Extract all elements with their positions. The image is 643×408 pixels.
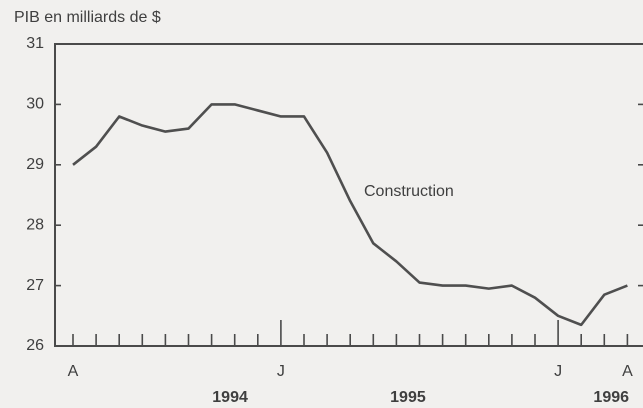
data-line	[72, 103, 628, 327]
x-tick-label: A	[68, 363, 79, 380]
y-tick-label: 28	[26, 216, 44, 233]
x-tick-label: J	[277, 363, 285, 380]
plot-frame	[54, 43, 643, 347]
y-tick-label: 31	[26, 35, 44, 52]
x-tick-label: J	[554, 363, 562, 380]
y-tick-label: 26	[26, 337, 44, 354]
series-annotation: Construction	[364, 183, 454, 200]
year-label: 1996	[593, 389, 629, 406]
year-label: 1994	[212, 389, 248, 406]
y-tick-label: 29	[26, 156, 44, 173]
year-label: 1995	[390, 389, 426, 406]
y-tick-label: 27	[26, 277, 44, 294]
y-tick-label: 30	[26, 96, 44, 113]
chart-title: PIB en milliards de $	[14, 9, 161, 26]
x-tick-label: A	[622, 363, 633, 380]
